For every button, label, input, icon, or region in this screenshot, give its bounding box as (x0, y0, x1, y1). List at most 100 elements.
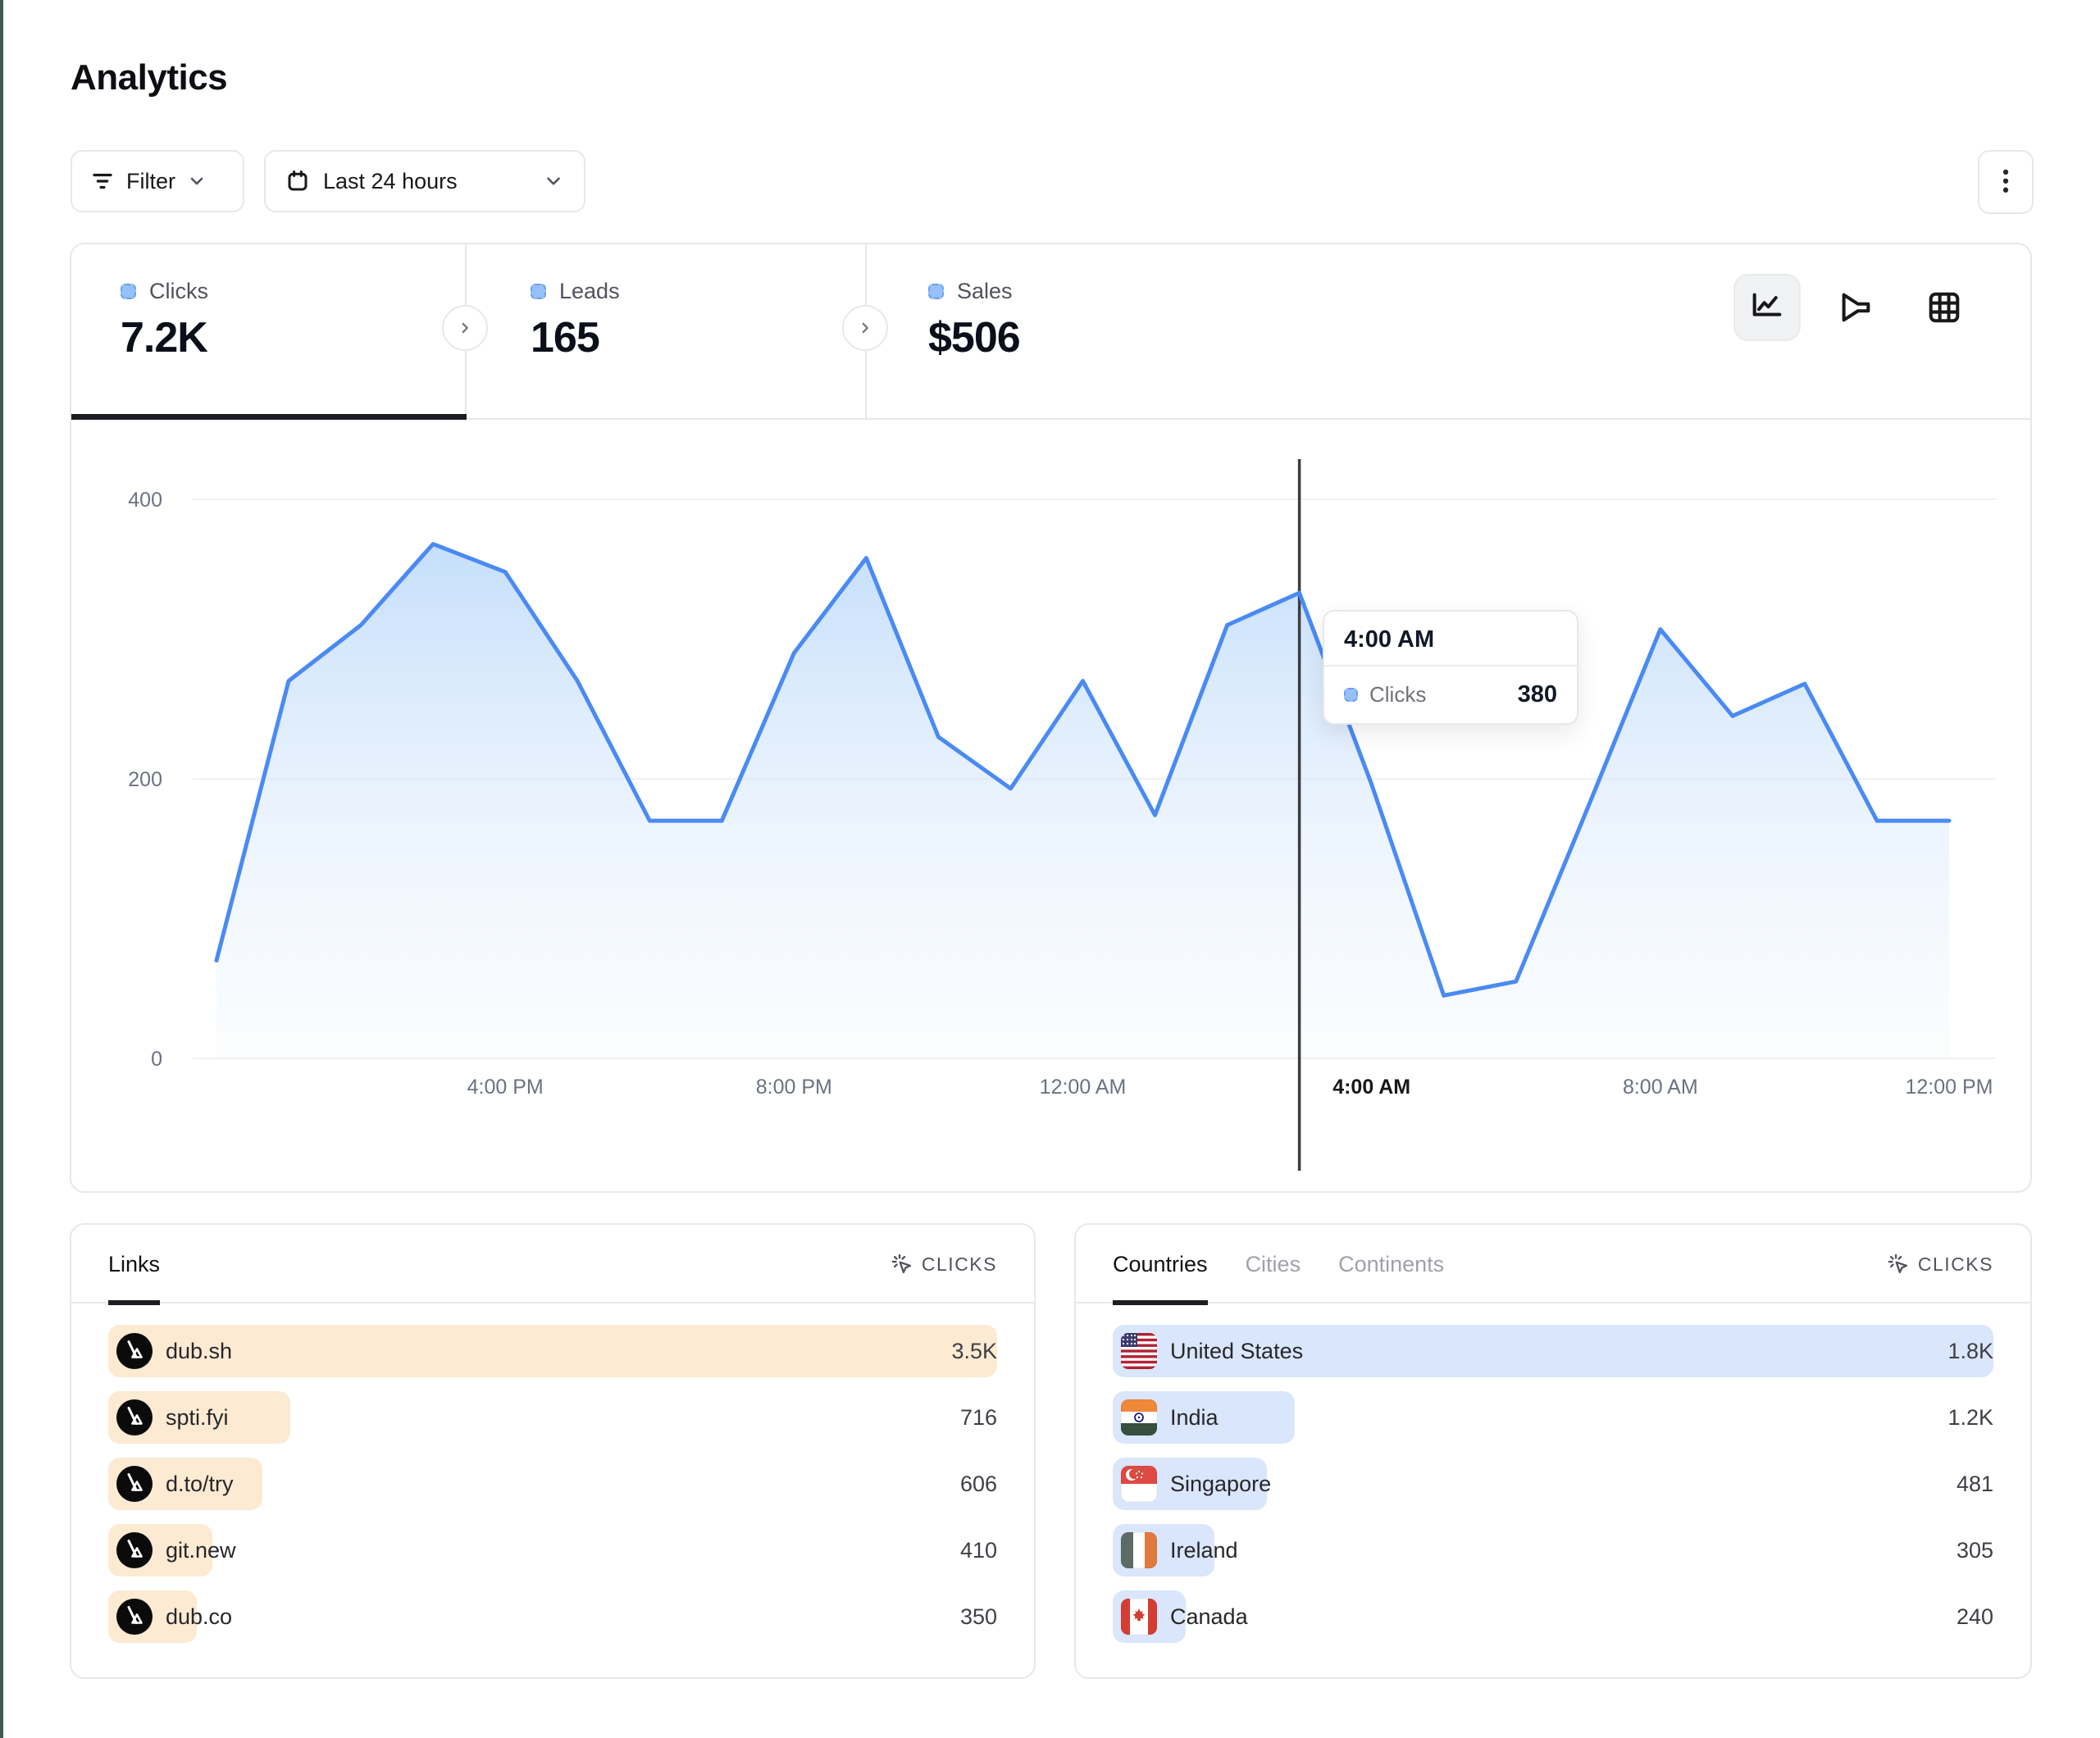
expand-leads-button[interactable] (442, 305, 488, 351)
stat-label: Clicks (149, 279, 208, 303)
metric-label: CLICKS (1917, 1253, 1993, 1275)
clicks-timeseries-chart[interactable]: 0 200 400 4:00 PM 8:00 PM 12:00 AM 4:00 AM 8:00… (71, 420, 2034, 1194)
window-edge-strip (0, 0, 3, 1738)
list-item[interactable]: dub.co 350 (108, 1590, 997, 1643)
more-menu-button[interactable] (1978, 150, 2034, 214)
row-value: 481 (1956, 1472, 1993, 1496)
line-chart-mode-button[interactable] (1733, 274, 1801, 341)
list-item[interactable]: git.new 410 (108, 1524, 997, 1576)
dub-logo-icon (116, 1599, 153, 1635)
ie-flag-icon (1121, 1532, 1157, 1568)
chevron-right-icon (862, 322, 868, 334)
chevron-down-icon (190, 177, 203, 185)
stats-tabs-row: Clicks 7.2K Leads 165 (71, 244, 2030, 420)
filter-button-label: Filter (126, 168, 175, 193)
y-axis-label: 200 (128, 768, 162, 791)
row-value: 410 (959, 1538, 997, 1563)
list-item[interactable]: India 1.2K (1113, 1391, 1993, 1444)
sales-legend-square (928, 284, 944, 299)
date-range-button[interactable]: Last 24 hours (264, 150, 585, 212)
dub-logo-icon (116, 1333, 153, 1369)
filter-button[interactable]: Filter (71, 150, 244, 212)
us-flag-icon (1121, 1333, 1157, 1369)
line-chart-icon (1752, 293, 1782, 316)
list-item[interactable]: d.to/try 606 (108, 1458, 997, 1510)
list-item[interactable]: United States 1.8K (1113, 1325, 1993, 1377)
countries-metric-header[interactable]: CLICKS (1887, 1225, 1993, 1304)
row-label: dub.sh (166, 1339, 233, 1363)
list-item[interactable]: dub.sh 3.5K (108, 1325, 997, 1377)
tab-links[interactable]: Links (108, 1225, 161, 1305)
value-bar (1113, 1325, 1993, 1377)
row-value: 1.8K (1947, 1339, 1993, 1363)
sg-flag-icon (1121, 1466, 1157, 1502)
row-value: 1.2K (1947, 1405, 1993, 1430)
grid-table-icon (1929, 292, 1960, 323)
ca-flag-icon (1121, 1599, 1157, 1635)
row-label: d.to/try (166, 1472, 234, 1496)
row-value: 240 (1956, 1604, 1993, 1629)
row-label: git.new (166, 1538, 236, 1563)
row-value: 3.5K (951, 1339, 997, 1363)
tab-sales[interactable]: Sales $506 (867, 244, 2034, 420)
row-label: Ireland (1170, 1538, 1238, 1563)
calendar-icon (288, 171, 307, 191)
leads-legend-square (531, 284, 546, 299)
funnel-chart-mode-button[interactable] (1822, 274, 1889, 341)
metric-label: CLICKS (921, 1253, 997, 1275)
countries-panel: Countries Cities Continents CLICKS United … (1074, 1223, 2032, 1679)
dub-logo-icon (116, 1333, 153, 1369)
list-item[interactable]: Ireland 305 (1113, 1524, 1993, 1576)
chart-tooltip: 4:00 AM Clicks 380 (1323, 610, 1578, 725)
stat-value: 165 (531, 314, 600, 362)
tooltip-series-label: Clicks (1369, 682, 1427, 707)
tooltip-value: 380 (1517, 681, 1557, 707)
dub-logo-icon (116, 1466, 153, 1502)
tab-countries[interactable]: Countries (1113, 1225, 1208, 1305)
sg-flag-icon (1121, 1466, 1157, 1502)
countries-panel-header: Countries Cities Continents CLICKS (1076, 1225, 2030, 1305)
row-label: Singapore (1170, 1472, 1272, 1496)
in-flag-icon (1121, 1399, 1157, 1435)
expand-sales-button[interactable] (842, 305, 888, 351)
x-axis-label: 8:00 AM (1623, 1076, 1698, 1099)
ie-flag-icon (1121, 1532, 1157, 1568)
tab-cities[interactable]: Cities (1245, 1251, 1301, 1276)
us-flag-icon (1121, 1333, 1157, 1369)
row-label: spti.fyi (166, 1405, 229, 1430)
analytics-chart-card: Clicks 7.2K Leads 165 (70, 243, 2032, 1193)
dub-logo-icon (116, 1532, 153, 1568)
table-mode-button[interactable] (1911, 274, 1978, 341)
stat-label: Leads (559, 279, 620, 303)
active-tab-underline (71, 414, 467, 420)
x-axis-label: 4:00 PM (467, 1076, 544, 1099)
dub-logo-icon (116, 1599, 153, 1635)
dub-logo-icon (116, 1399, 153, 1435)
date-range-label: Last 24 hours (323, 168, 458, 193)
list-item[interactable]: Singapore 481 (1113, 1458, 1993, 1510)
page-title: Analytics (71, 57, 228, 98)
links-metric-header[interactable]: CLICKS (891, 1225, 997, 1304)
clicks-line (214, 542, 1952, 998)
x-axis-label: 4:00 AM (1332, 1076, 1410, 1099)
x-axis-label: 8:00 PM (756, 1076, 832, 1099)
row-label: United States (1170, 1339, 1304, 1363)
y-axis-label: 400 (128, 489, 162, 512)
tab-clicks[interactable]: Clicks 7.2K (71, 244, 465, 420)
links-panel-header: Links CLICKS (71, 1225, 1034, 1305)
tab-leads[interactable]: Leads 165 (467, 244, 865, 420)
list-item[interactable]: Canada 240 (1113, 1590, 1993, 1643)
cursor-click-icon (891, 1253, 911, 1274)
x-axis-label: 12:00 AM (1040, 1076, 1127, 1099)
cursor-click-icon (1888, 1253, 1907, 1274)
funnel-chart-icon (1842, 293, 1870, 322)
row-label: India (1170, 1405, 1219, 1430)
kebab-menu-icon (2002, 169, 2009, 193)
tab-continents[interactable]: Continents (1338, 1251, 1445, 1276)
row-value: 350 (959, 1604, 997, 1629)
clicks-area-fill (216, 544, 1949, 1058)
clicks-legend-square (1344, 688, 1358, 702)
list-item[interactable]: spti.fyi 716 (108, 1391, 997, 1444)
chevron-right-icon (462, 322, 468, 334)
